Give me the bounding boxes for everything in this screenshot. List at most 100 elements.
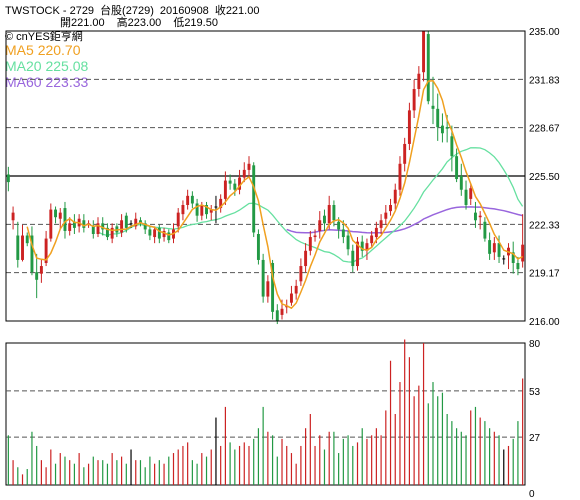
candle-body bbox=[54, 209, 58, 218]
candle-body bbox=[289, 293, 293, 303]
candle-body bbox=[176, 212, 180, 227]
candle-body bbox=[483, 221, 487, 239]
stock-code: 2729 bbox=[69, 5, 95, 17]
candle-body bbox=[332, 205, 336, 221]
candle-body bbox=[233, 183, 237, 190]
candle-body bbox=[101, 223, 105, 230]
candle-body bbox=[275, 310, 279, 321]
candle-body bbox=[181, 205, 185, 215]
candle-body bbox=[223, 180, 227, 199]
candle-body bbox=[68, 223, 72, 231]
candle-body bbox=[110, 227, 114, 239]
candle-body bbox=[72, 221, 76, 228]
legend-ma5-label: MA5 bbox=[5, 42, 34, 58]
candle-body bbox=[157, 227, 161, 239]
candle-body bbox=[370, 235, 374, 244]
candle-body bbox=[398, 163, 402, 190]
candle-body bbox=[323, 215, 326, 224]
candle-body bbox=[261, 259, 265, 297]
stock-name: 台股(2729) bbox=[100, 5, 154, 17]
candle-body bbox=[162, 230, 166, 238]
candle-body bbox=[228, 180, 232, 184]
candle-body bbox=[497, 243, 501, 257]
candle-body bbox=[25, 235, 29, 244]
candle-body bbox=[407, 110, 411, 144]
candle-body bbox=[294, 285, 298, 294]
candle-body bbox=[219, 198, 223, 209]
candle-body bbox=[30, 235, 34, 273]
legend-ma60-label: MA60 bbox=[5, 74, 42, 90]
price-tick-label: 235.00 bbox=[529, 27, 560, 38]
legend-ma60: MA60 223.33 bbox=[5, 74, 88, 90]
price-tick-label: 216.00 bbox=[529, 317, 560, 328]
candle-body bbox=[186, 195, 190, 205]
candle-body bbox=[266, 281, 270, 297]
candle-body bbox=[351, 250, 355, 267]
header-line-1: TWSTOCK - 2729 台股(2729) 20160908 收221.00 bbox=[5, 5, 260, 17]
candle-body bbox=[440, 125, 444, 134]
candle-body bbox=[459, 176, 463, 190]
legend-ma20-value: 225.08 bbox=[45, 58, 89, 74]
candle-body bbox=[252, 165, 256, 233]
candle-body bbox=[139, 220, 142, 224]
candle-body bbox=[238, 177, 242, 190]
source-label: TWSTOCK bbox=[5, 5, 60, 17]
high-label: 高 bbox=[116, 17, 128, 29]
candle-body bbox=[516, 263, 520, 270]
candle-body bbox=[488, 240, 492, 254]
candle-body bbox=[450, 136, 454, 157]
close-label: 收 bbox=[214, 5, 226, 17]
candle-body bbox=[374, 227, 378, 238]
candle-body bbox=[44, 238, 48, 263]
candle-body bbox=[209, 209, 213, 213]
candle-body bbox=[58, 212, 62, 219]
candle-body bbox=[431, 105, 435, 109]
candle-body bbox=[327, 205, 331, 224]
header-line-2: 開221.00 高223.00 低219.50 bbox=[60, 14, 218, 30]
candle-body bbox=[214, 206, 218, 208]
candle-body bbox=[308, 237, 312, 251]
candle-body bbox=[313, 235, 317, 238]
candle-body bbox=[318, 220, 322, 231]
candle-body bbox=[143, 223, 147, 230]
candle-body bbox=[167, 232, 171, 241]
candle-body bbox=[82, 220, 86, 228]
candle-body bbox=[200, 205, 204, 216]
price-tick-label: 225.50 bbox=[529, 172, 560, 183]
candle-body bbox=[337, 221, 341, 230]
candle-body bbox=[464, 189, 468, 205]
volume-tick-label: 53 bbox=[529, 387, 541, 398]
candle-body bbox=[134, 218, 138, 227]
volume-panel-frame bbox=[5, 342, 526, 486]
candle-body bbox=[492, 243, 496, 253]
volume-tick-label: 0 bbox=[529, 489, 535, 500]
candle-body bbox=[389, 205, 392, 212]
candle-body bbox=[16, 235, 20, 260]
candle-body bbox=[365, 243, 369, 251]
candle-body bbox=[469, 188, 473, 199]
candle-body bbox=[247, 163, 251, 170]
candle-body bbox=[39, 266, 43, 274]
candle-body bbox=[346, 235, 350, 250]
candle-body bbox=[422, 31, 426, 73]
candle-body bbox=[356, 241, 359, 267]
candle-body bbox=[502, 258, 506, 260]
copyright-icon: © bbox=[5, 31, 14, 43]
candle-body bbox=[35, 272, 39, 280]
candle-body bbox=[403, 143, 407, 164]
price-panel-frame bbox=[5, 30, 526, 322]
candle-body bbox=[393, 189, 397, 204]
candle-body bbox=[96, 223, 100, 234]
legend-ma60-value: 223.33 bbox=[45, 74, 89, 90]
price-tick-label: 222.33 bbox=[529, 220, 560, 231]
legend-source: © cnYES鉅亨網 bbox=[5, 28, 83, 44]
price-tick-label: 231.83 bbox=[529, 75, 560, 86]
candle-body bbox=[11, 212, 15, 221]
candle-body bbox=[304, 250, 308, 267]
candle-body bbox=[384, 212, 388, 219]
candle-body bbox=[478, 215, 482, 218]
candle-body bbox=[6, 174, 10, 183]
legend-ma20: MA20 225.08 bbox=[5, 58, 88, 74]
candle-body bbox=[379, 220, 383, 228]
candle-body bbox=[417, 73, 421, 89]
